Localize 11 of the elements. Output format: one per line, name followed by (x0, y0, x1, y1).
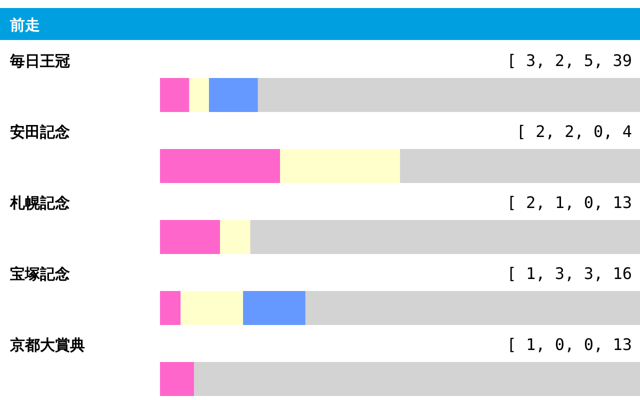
y-tick-label: 札幌記念 (9, 195, 70, 212)
annotation: [ 1, 3, 3, 16 (506, 264, 632, 283)
y-tick-label: 安田記念 (10, 123, 70, 141)
annotation: [ 1, 0, 0, 13 (506, 335, 632, 354)
annotation: [ 3, 2, 5, 39 (506, 51, 632, 70)
y-tick-label: 京都大賞典 (9, 336, 85, 354)
annotation: [ 2, 1, 0, 13 (506, 193, 632, 212)
text: 前走 (9, 17, 40, 34)
y-tick-label: 宝塚記念 (10, 265, 70, 283)
y-tick-label: 毎日王冠 (9, 53, 70, 70)
annotation: [ 2, 2, 0, 4 (516, 122, 632, 141)
